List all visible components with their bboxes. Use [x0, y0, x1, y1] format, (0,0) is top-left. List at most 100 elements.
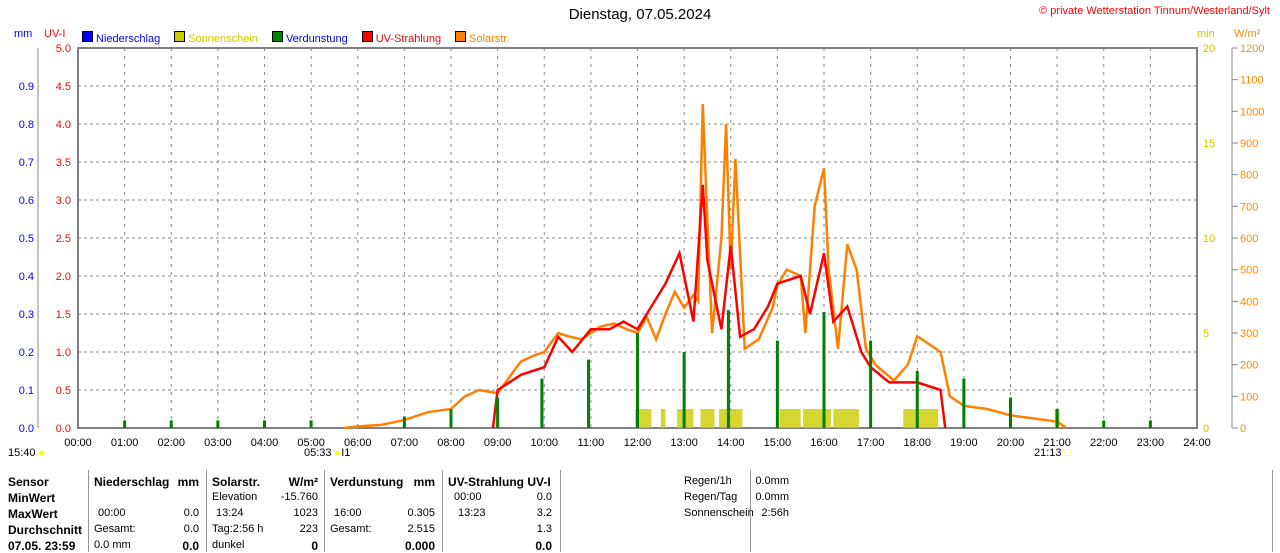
summary-value: 0.0mm	[755, 475, 789, 487]
table-cell: 0.0	[182, 539, 199, 553]
axis-label-mm: mm	[14, 28, 33, 40]
uv-tick-label: 1.0	[56, 347, 71, 359]
sunshine-block	[635, 409, 652, 428]
x-tick-label: 15:00	[764, 437, 792, 449]
table-cell: 00:00	[98, 507, 126, 519]
evaporation-bar	[1102, 420, 1106, 428]
x-tick-label: 06:00	[344, 437, 372, 449]
x-tick-label: 01:00	[111, 437, 139, 449]
x-tick-label: 09:00	[484, 437, 512, 449]
summary-label: Regen/Tag	[684, 491, 738, 503]
table-cell: 0	[311, 539, 318, 553]
mm-tick-label: 0.0	[19, 423, 34, 435]
x-tick-label: 00:00	[64, 437, 92, 449]
sunset: 21:13 □	[1034, 447, 1072, 459]
evaporation-bar	[216, 420, 220, 428]
table-cell: 0.0 mm	[94, 539, 131, 551]
evaporation-bar	[587, 359, 591, 428]
axis-label-min: min	[1197, 28, 1215, 40]
mm-tick-label: 0.4	[19, 271, 34, 283]
legend-swatch	[455, 31, 467, 42]
uv-line	[491, 184, 947, 429]
sun-yesterday-set: 15:40 ●	[8, 447, 46, 459]
summary-value: 0.0mm	[755, 491, 789, 503]
evaporation-bar	[636, 333, 639, 428]
axis-label-wm2: W/m²	[1234, 28, 1261, 40]
min-tick-label: 5	[1203, 328, 1209, 340]
evaporation-bar	[263, 420, 266, 428]
x-tick-label: 24:00	[1183, 437, 1211, 449]
legend-item: UV-Strahlung	[361, 31, 441, 45]
wm2-tick-label: 0	[1240, 423, 1246, 435]
x-tick-label: 19:00	[950, 437, 978, 449]
table-header: Verdunstung	[330, 475, 404, 489]
uv-tick-label: 0.0	[56, 423, 71, 435]
table-cell: 0.305	[407, 507, 435, 519]
evaporation-bar	[962, 378, 966, 428]
x-tick-label: 03:00	[204, 437, 232, 449]
legend-item: Sonnenschein	[174, 31, 258, 45]
summary-value: 2:56h	[761, 507, 789, 519]
legend-label: Niederschlag	[96, 33, 161, 45]
wm2-tick-label: 800	[1240, 170, 1258, 182]
min-tick-label: 10	[1203, 233, 1215, 245]
row-label: 07.05. 23:59	[8, 539, 76, 553]
table-cell: 0.0	[536, 491, 552, 503]
sunshine-block	[700, 409, 715, 428]
table-cell: 0.0	[535, 539, 552, 553]
uv-tick-label: 5.0	[56, 43, 71, 55]
table-cell: -15.760	[280, 491, 318, 503]
evaporation-bar	[123, 420, 127, 428]
evaporation-bar	[449, 409, 453, 428]
legend-swatch	[82, 31, 93, 42]
table-cell: Gesamt:	[94, 523, 136, 535]
legend-item: Solarstr.	[455, 31, 510, 45]
x-tick-label: 07:00	[391, 437, 419, 449]
mm-tick-label: 0.7	[19, 157, 34, 169]
x-tick-label: 21:00	[1043, 437, 1071, 449]
row-label: MaxWert	[8, 507, 58, 521]
table-cell: 13:23	[458, 507, 486, 519]
evaporation-bar	[1055, 409, 1059, 428]
legend-swatch	[271, 31, 283, 42]
mm-tick-label: 0.3	[19, 309, 34, 321]
row-label: Durchschnitt	[8, 523, 83, 537]
uv-tick-label: 0.5	[56, 385, 71, 397]
sunrise: 05:33 ●I1	[304, 447, 351, 459]
x-tick-label: 16:00	[810, 437, 838, 449]
sunshine-block	[660, 409, 666, 428]
sunshine-block	[903, 409, 939, 428]
evaporation-bar	[775, 340, 779, 428]
table-cell: 2.515	[407, 523, 435, 535]
table-header: W/m²	[288, 475, 318, 489]
x-tick-label: 08:00	[437, 437, 465, 449]
x-tick-label: 17:00	[857, 437, 885, 449]
evaporation-bar	[402, 416, 406, 428]
table-cell: 1.3	[536, 523, 552, 535]
legend-label: Verdunstung	[285, 33, 348, 45]
table-cell: 00:00	[454, 491, 482, 503]
table-cell: Elevation	[212, 491, 258, 503]
x-tick-label: 04:00	[251, 437, 279, 449]
table-cell: dunkel	[212, 539, 245, 551]
evaporation-bar	[1148, 420, 1152, 428]
x-tick-label: 18:00	[903, 437, 931, 449]
wm2-tick-label: 900	[1240, 138, 1258, 150]
table-cell: 0.0	[183, 523, 199, 535]
legend-item: Verdunstung	[271, 31, 348, 45]
chart: 00:00 01:00 02:00 03:00 04:00 05:00 06:00 07:00…	[19, 43, 1265, 449]
legend: Niederschlag Sonnenschein Verdunstung UV-St…	[82, 31, 510, 45]
evaporation-bar	[1009, 397, 1012, 428]
table-header: Sensor	[8, 475, 49, 489]
wm2-tick-label: 1100	[1240, 75, 1264, 87]
x-tick-label: 11:00	[578, 437, 605, 449]
mm-tick-label: 0.9	[19, 81, 34, 93]
sunshine-block	[779, 409, 801, 428]
evaporation-bar	[540, 378, 544, 428]
axis-label-uv: UV-I	[44, 28, 66, 40]
sunshine-block	[719, 409, 743, 428]
table-cell: 0.000	[404, 539, 435, 553]
table-header: mm	[413, 475, 435, 489]
x-tick-label: 22:00	[1090, 437, 1118, 449]
uv-tick-label: 2.0	[56, 271, 71, 283]
